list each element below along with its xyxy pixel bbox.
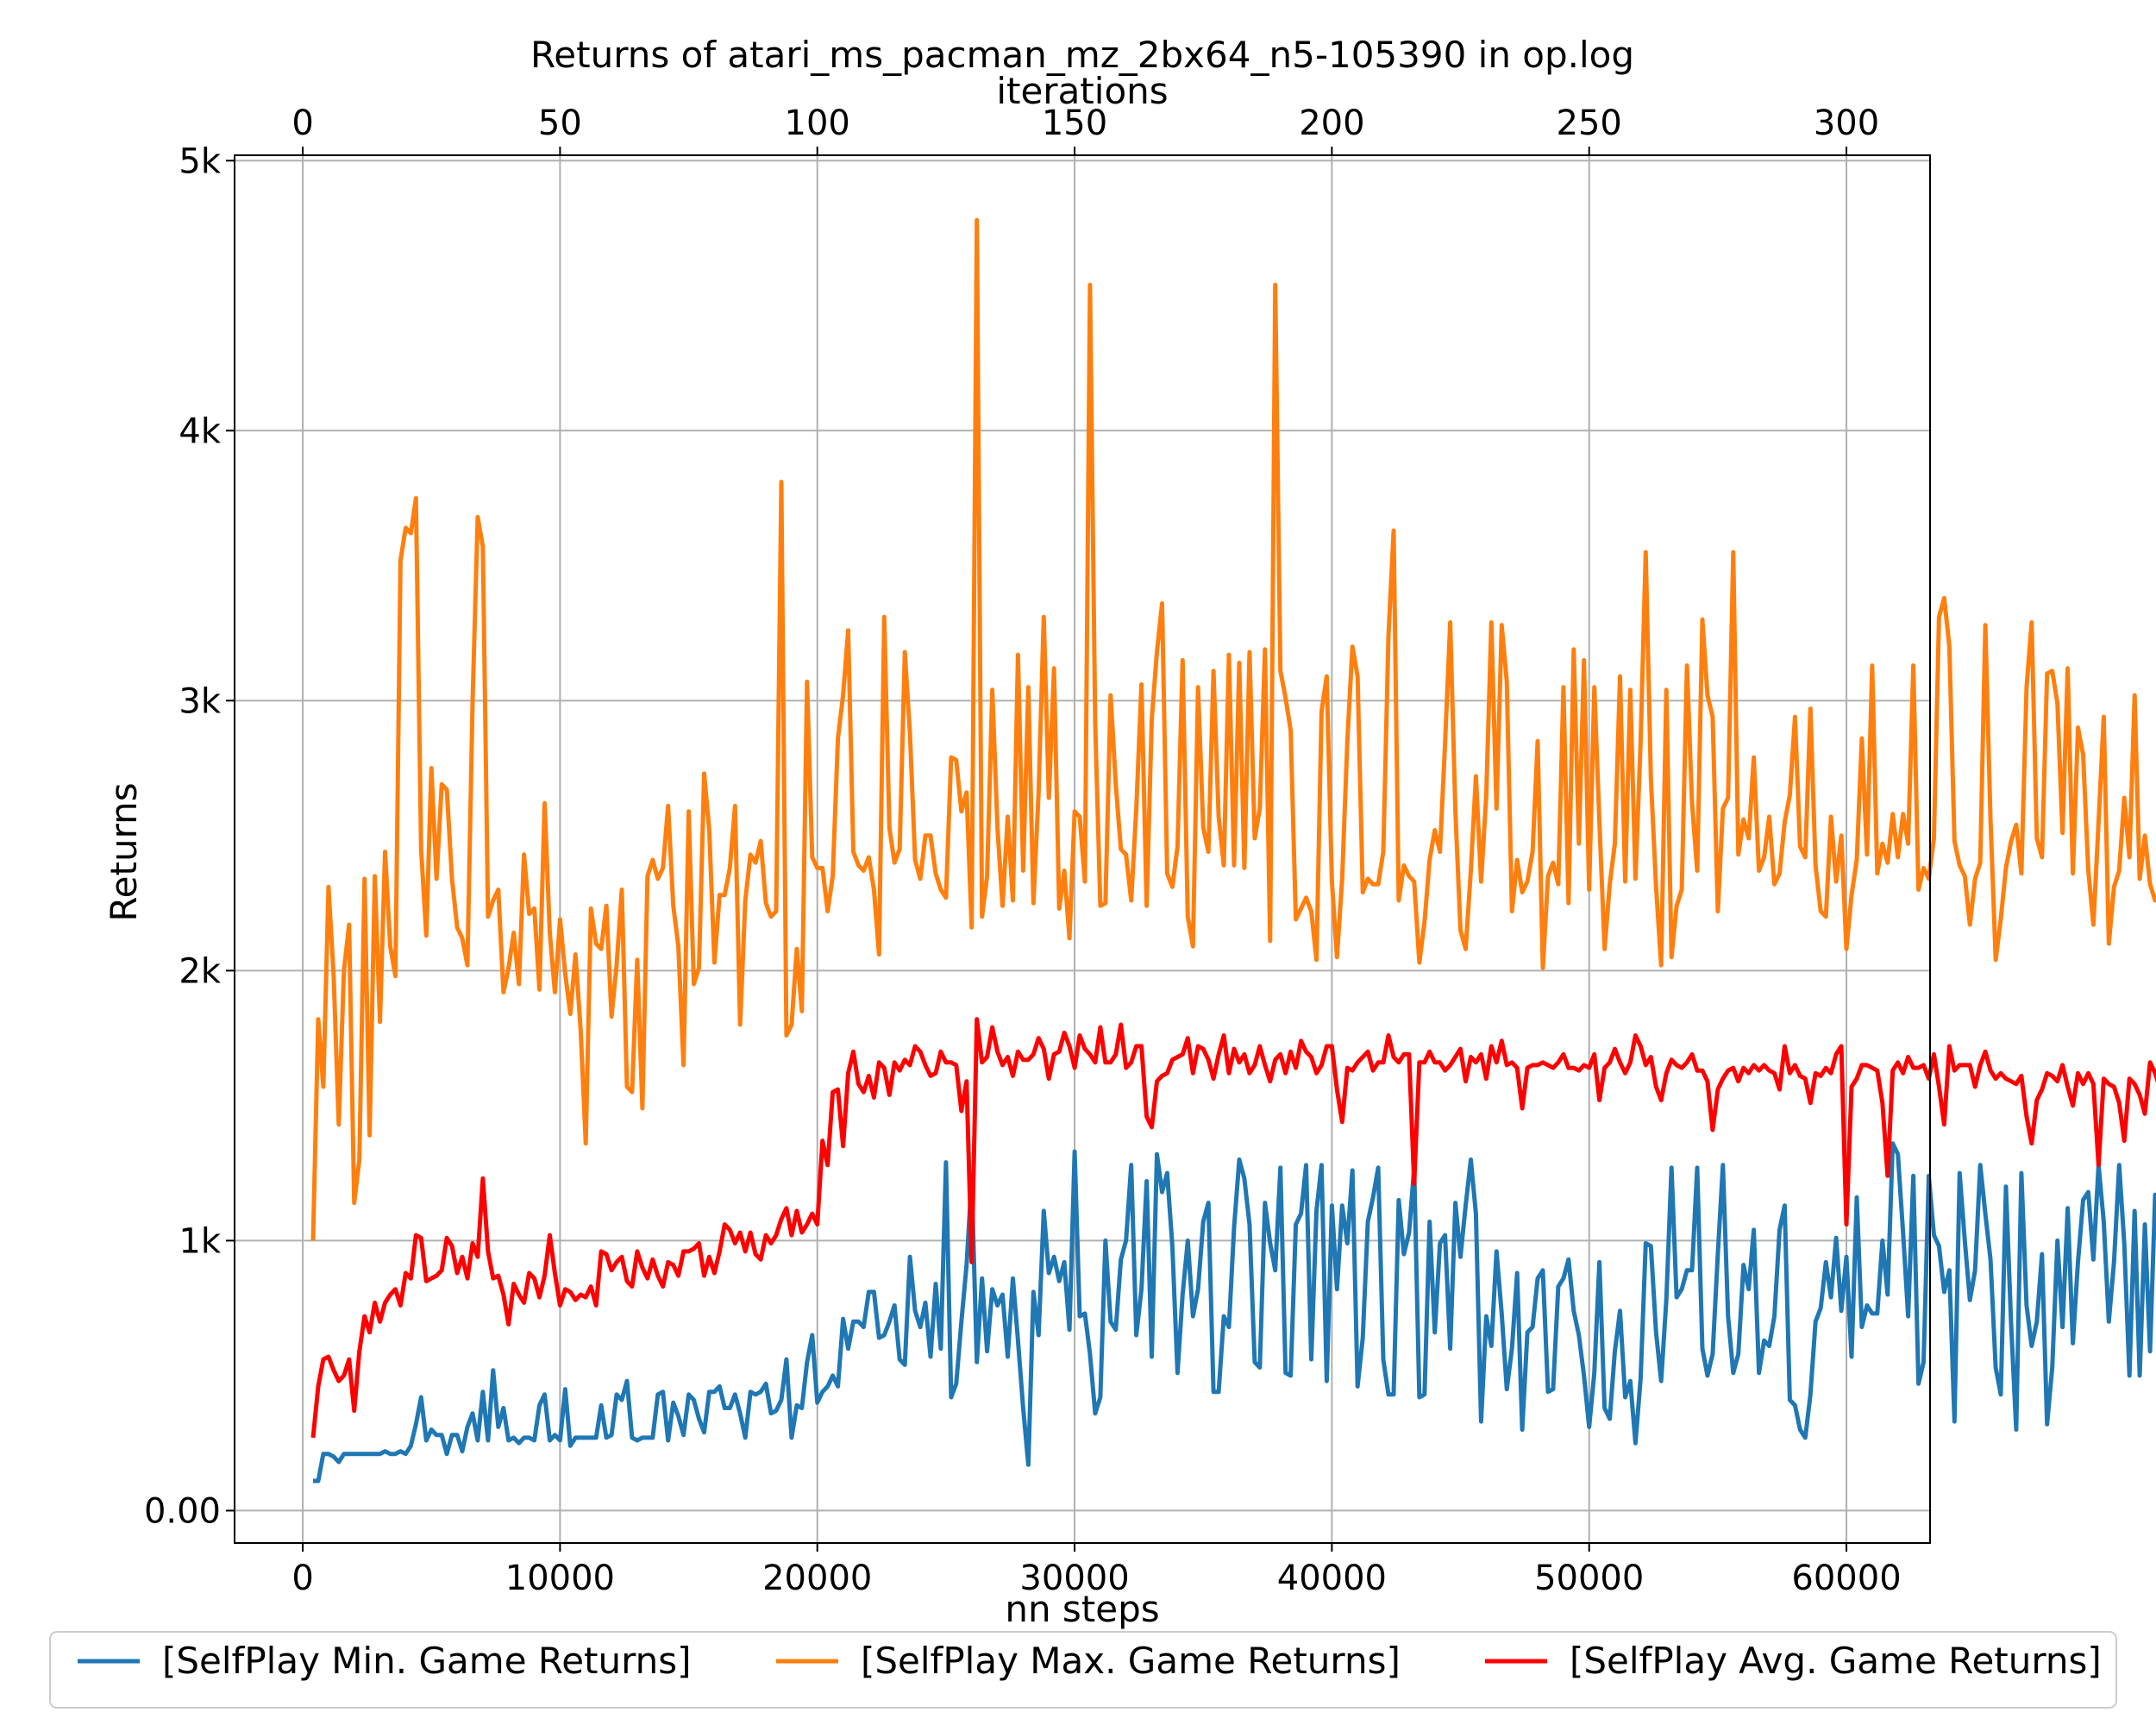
x-tick-label: 10000 [505, 1559, 615, 1598]
x-tick-label: 50000 [1534, 1559, 1644, 1598]
y-tick-label: 4k [179, 411, 221, 451]
y-tick-label: 0.00 [144, 1491, 221, 1531]
x-axis-label: nn steps [1005, 1588, 1159, 1630]
x-top-tick-label: 250 [1557, 104, 1622, 143]
series-line-max [310, 217, 2156, 1241]
y-tick-label: 1k [179, 1221, 221, 1261]
y-tick-label: 5k [179, 141, 221, 181]
x-tick-label: 60000 [1791, 1559, 1901, 1598]
x-top-tick-label: 0 [291, 104, 313, 143]
x-axis-top-label: iterations [996, 70, 1168, 112]
x-tick-label: 0 [291, 1559, 313, 1598]
chart-title: Returns of atari_ms_pacman_mz_2bx64_n5-1… [530, 34, 1634, 76]
series-line-min [313, 1141, 2156, 1484]
legend: [SelfPlay Min. Game Returns] [SelfPlay M… [49, 1631, 2117, 1709]
plot-area-frame [234, 154, 1931, 1544]
x-tick-label: 40000 [1277, 1559, 1387, 1598]
x-tick-label: 20000 [762, 1559, 872, 1598]
y-tick-label: 2k [179, 951, 221, 991]
series-lines [310, 217, 2156, 1484]
legend-label-min: [SelfPlay Min. Game Returns] [162, 1640, 692, 1682]
y-tick-label: 3k [179, 681, 221, 721]
x-top-tick-label: 200 [1299, 104, 1364, 143]
legend-box [49, 1631, 2117, 1709]
legend-label-max: [SelfPlay Max. Game Returns] [861, 1640, 1401, 1682]
series-line-avg [310, 1017, 2156, 1439]
x-top-tick-label: 150 [1042, 104, 1107, 143]
x-tick-label: 30000 [1019, 1559, 1129, 1598]
axis-ticks: 0 10000 20000 30000 40000 50000 60000 0 50 100 150… [144, 104, 1902, 1598]
y-axis-label: Returns [103, 782, 145, 921]
legend-label-avg: [SelfPlay Avg. Game Returns] [1570, 1640, 2102, 1682]
x-top-tick-label: 100 [785, 104, 850, 143]
x-top-tick-label: 300 [1814, 104, 1879, 143]
x-top-tick-label: 50 [538, 104, 582, 143]
